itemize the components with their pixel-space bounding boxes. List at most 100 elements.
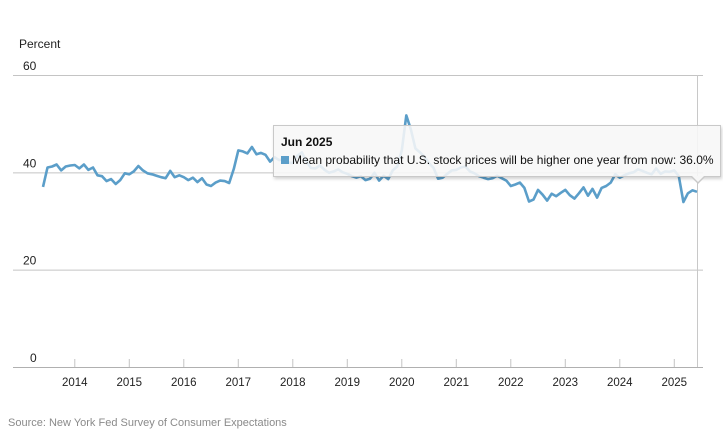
data-point[interactable] xyxy=(486,177,490,181)
data-point[interactable] xyxy=(209,184,213,188)
data-point[interactable] xyxy=(250,145,254,149)
data-point[interactable] xyxy=(509,184,513,188)
x-tick-label: 2015 xyxy=(116,377,142,389)
data-point[interactable] xyxy=(522,186,526,190)
data-point[interactable] xyxy=(132,169,136,173)
data-point[interactable] xyxy=(195,180,199,184)
data-point[interactable] xyxy=(254,152,258,156)
data-point[interactable] xyxy=(46,165,50,169)
x-tick-label: 2020 xyxy=(389,377,415,389)
data-point[interactable] xyxy=(118,178,122,182)
data-point[interactable] xyxy=(377,179,381,183)
data-point[interactable] xyxy=(545,199,549,203)
data-point[interactable] xyxy=(114,182,118,186)
x-tick-label: 2014 xyxy=(62,377,88,389)
data-point[interactable] xyxy=(73,163,77,167)
x-tick-label: 2021 xyxy=(443,377,469,389)
data-point[interactable] xyxy=(200,176,204,180)
data-point[interactable] xyxy=(145,171,149,175)
data-point[interactable] xyxy=(518,181,522,185)
data-point[interactable] xyxy=(550,192,554,196)
data-point[interactable] xyxy=(604,184,608,188)
data-point[interactable] xyxy=(77,166,81,170)
data-point[interactable] xyxy=(232,167,236,171)
x-tick-label: 2019 xyxy=(334,377,360,389)
data-point[interactable] xyxy=(105,179,109,183)
data-point[interactable] xyxy=(186,178,190,182)
data-point[interactable] xyxy=(82,163,86,167)
data-point[interactable] xyxy=(155,174,159,178)
data-point[interactable] xyxy=(577,191,581,195)
data-point[interactable] xyxy=(91,165,95,169)
data-point[interactable] xyxy=(595,196,599,200)
data-point[interactable] xyxy=(559,191,563,195)
data-point[interactable] xyxy=(223,179,227,183)
x-tick-label: 2024 xyxy=(607,377,633,389)
series-path[interactable] xyxy=(41,114,698,204)
x-tick-label: 2016 xyxy=(171,377,197,389)
data-point[interactable] xyxy=(581,185,585,189)
data-point[interactable] xyxy=(586,194,590,198)
data-point[interactable] xyxy=(513,183,517,187)
data-point[interactable] xyxy=(386,177,390,181)
data-point[interactable] xyxy=(173,175,177,179)
data-point[interactable] xyxy=(504,179,508,183)
data-point[interactable] xyxy=(164,176,168,180)
data-point[interactable] xyxy=(600,186,604,190)
data-point[interactable] xyxy=(363,178,367,182)
data-point[interactable] xyxy=(686,191,690,195)
data-point[interactable] xyxy=(109,177,113,181)
data-point[interactable] xyxy=(563,188,567,192)
data-point[interactable] xyxy=(591,187,595,191)
data-point[interactable] xyxy=(695,190,699,194)
data-point[interactable] xyxy=(568,193,572,197)
data-point[interactable] xyxy=(141,168,145,172)
y-tick-label: 0 xyxy=(30,351,37,365)
data-point[interactable] xyxy=(227,181,231,185)
data-point[interactable] xyxy=(554,194,558,198)
data-point[interactable] xyxy=(609,181,613,185)
data-point[interactable] xyxy=(214,181,218,185)
data-point[interactable] xyxy=(159,175,163,179)
data-point[interactable] xyxy=(404,113,408,117)
data-point[interactable] xyxy=(205,183,209,187)
tooltip-value-text: Mean probability that U.S. stock prices … xyxy=(292,153,714,167)
data-point[interactable] xyxy=(536,188,540,192)
data-point[interactable] xyxy=(436,177,440,181)
data-point[interactable] xyxy=(127,172,131,176)
series-line[interactable] xyxy=(41,113,699,204)
data-point[interactable] xyxy=(150,172,154,176)
data-point[interactable] xyxy=(690,188,694,192)
data-point[interactable] xyxy=(572,197,576,201)
data-point[interactable] xyxy=(527,200,531,204)
data-point[interactable] xyxy=(50,164,54,168)
data-point[interactable] xyxy=(368,177,372,181)
data-point[interactable] xyxy=(259,151,263,155)
y-tick-label: 20 xyxy=(23,254,37,268)
data-point[interactable] xyxy=(41,185,45,189)
data-point[interactable] xyxy=(68,164,72,168)
data-point[interactable] xyxy=(100,174,104,178)
data-point[interactable] xyxy=(245,151,249,155)
data-point[interactable] xyxy=(64,164,68,168)
data-point[interactable] xyxy=(182,175,186,179)
data-point[interactable] xyxy=(123,171,127,175)
data-point[interactable] xyxy=(86,168,90,172)
data-point[interactable] xyxy=(236,148,240,152)
x-axis: 2014 2015 2016 2017 2018 2019 2020 2021 2022 2023… xyxy=(62,359,687,389)
data-point[interactable] xyxy=(241,149,245,153)
data-point[interactable] xyxy=(59,168,63,172)
data-point[interactable] xyxy=(218,179,222,183)
data-point[interactable] xyxy=(681,200,685,204)
data-point[interactable] xyxy=(532,198,536,202)
data-point[interactable] xyxy=(136,164,140,168)
data-point[interactable] xyxy=(96,173,100,177)
data-point[interactable] xyxy=(191,176,195,180)
data-point[interactable] xyxy=(541,193,545,197)
data-point[interactable] xyxy=(177,173,181,177)
data-point[interactable] xyxy=(268,160,272,164)
data-point[interactable] xyxy=(264,153,268,157)
data-point[interactable] xyxy=(55,163,59,167)
data-point[interactable] xyxy=(168,169,172,173)
x-tick-label: 2017 xyxy=(225,377,251,389)
